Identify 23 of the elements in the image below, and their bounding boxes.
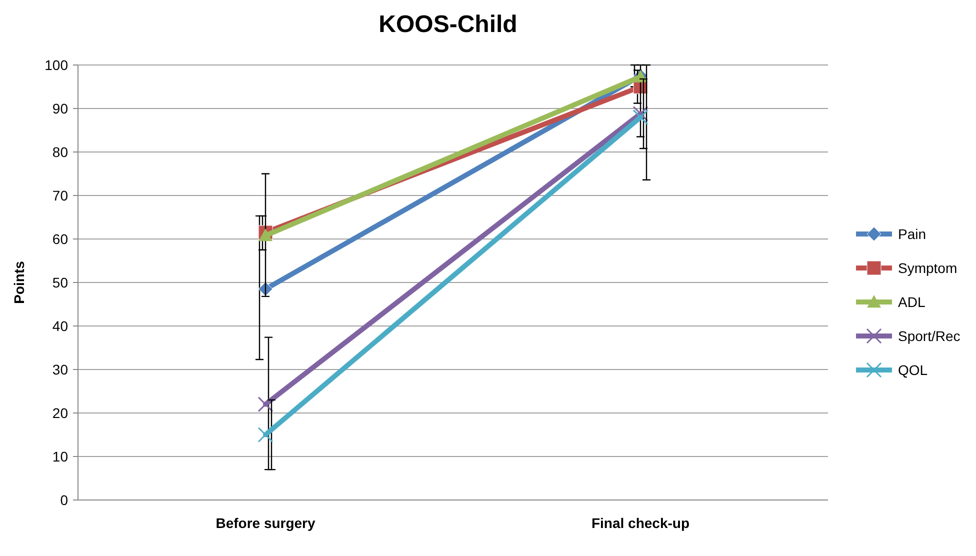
x-tick-label: Final check-up — [591, 515, 690, 531]
legend-label: Pain — [898, 226, 926, 242]
point — [258, 396, 274, 412]
y-tick-label: 30 — [52, 361, 68, 378]
y-tick-label: 10 — [52, 448, 68, 464]
x-tick-label: Before surgery — [216, 515, 316, 531]
y-tick-label: 60 — [52, 230, 68, 247]
legend-label: ADL — [898, 294, 926, 310]
legend-label: QOL — [898, 362, 928, 378]
legend-label: Sport/Rec — [898, 328, 960, 344]
chart-title: KOOS-Child — [378, 11, 518, 38]
y-tick-label: 20 — [52, 404, 68, 421]
y-tick-label: 40 — [52, 318, 68, 334]
y-tick-label: 100 — [44, 56, 68, 73]
y-tick-label: 80 — [52, 144, 68, 160]
y-tick-label: 70 — [52, 187, 68, 204]
y-tick-label: 50 — [52, 274, 68, 290]
legend-label: Symptom — [898, 260, 958, 276]
y-tick-label: 0 — [60, 492, 68, 508]
y-axis-title: Points — [11, 260, 27, 304]
point — [632, 109, 648, 125]
point — [258, 427, 274, 442]
y-tick-label: 90 — [52, 100, 68, 116]
